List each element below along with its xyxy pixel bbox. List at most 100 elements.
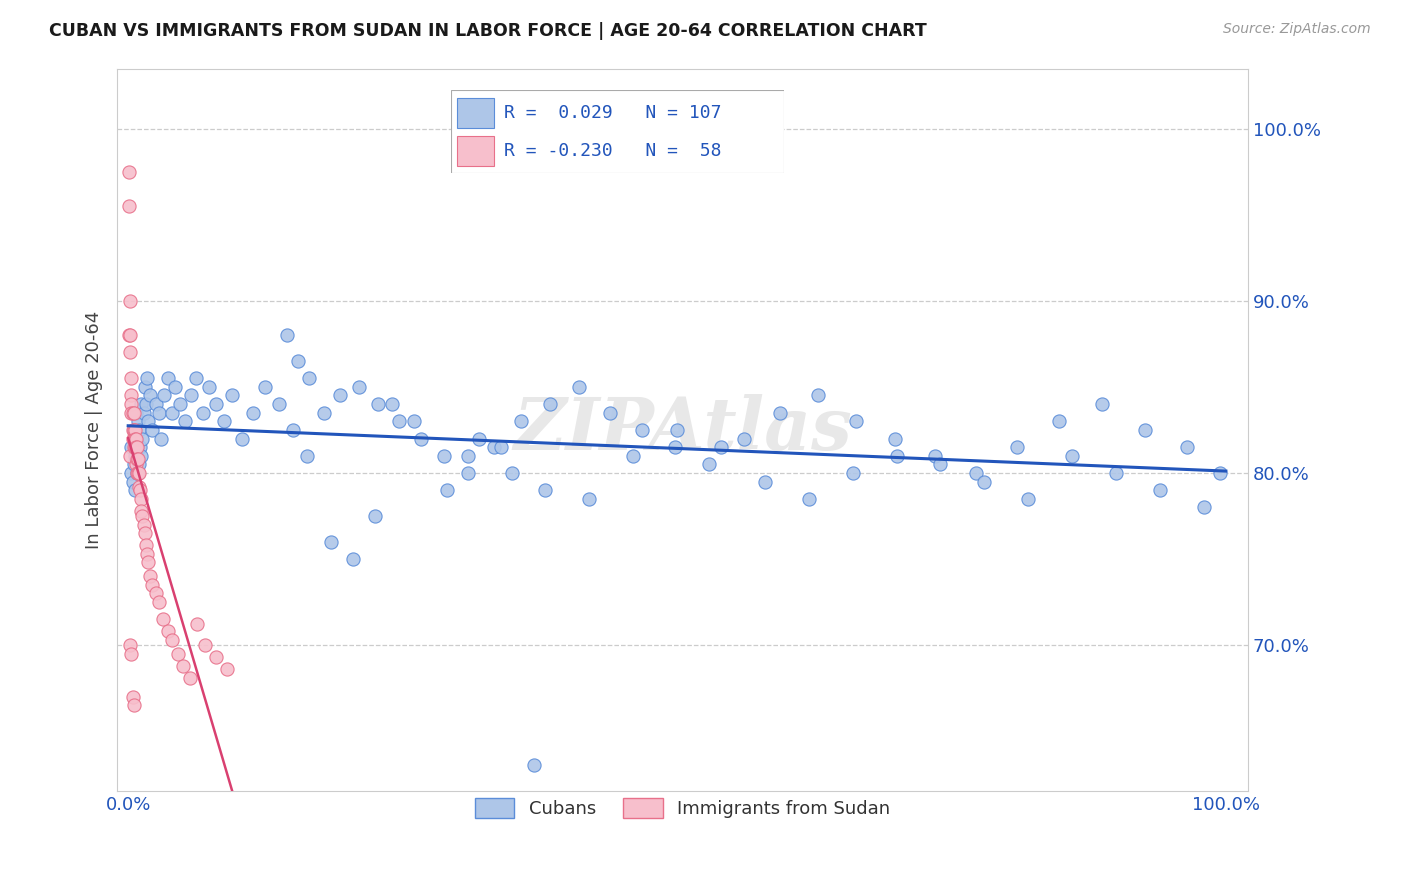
Point <box>367 397 389 411</box>
Point <box>169 397 191 411</box>
Point <box>125 458 148 472</box>
Point <box>120 638 142 652</box>
Point <box>468 432 491 446</box>
Point <box>841 466 863 480</box>
Point <box>128 466 150 480</box>
Point <box>769 406 792 420</box>
Point <box>122 423 145 437</box>
Point <box>381 397 404 411</box>
Point <box>131 491 153 506</box>
Point <box>127 452 149 467</box>
Point <box>125 432 148 446</box>
Point <box>120 406 142 420</box>
Point <box>621 449 644 463</box>
Point <box>156 371 179 385</box>
Point <box>125 466 148 480</box>
Point <box>132 517 155 532</box>
Point <box>124 449 146 463</box>
Text: CUBAN VS IMMIGRANTS FROM SUDAN IN LABOR FORCE | AGE 20-64 CORRELATION CHART: CUBAN VS IMMIGRANTS FROM SUDAN IN LABOR … <box>49 22 927 40</box>
Point <box>148 406 170 420</box>
Point <box>125 432 148 446</box>
Point <box>128 423 150 437</box>
Point <box>364 508 387 523</box>
Point <box>124 423 146 437</box>
Point <box>131 504 153 518</box>
Point <box>120 449 142 463</box>
Point <box>122 423 145 437</box>
Point <box>136 556 159 570</box>
Point <box>120 293 142 308</box>
Point <box>242 406 264 420</box>
Point <box>1007 440 1029 454</box>
Point <box>160 632 183 647</box>
Point <box>124 440 146 454</box>
Point <box>191 406 214 420</box>
Point <box>433 449 456 463</box>
Point <box>666 423 689 437</box>
Point <box>281 423 304 437</box>
Point <box>578 491 600 506</box>
Point <box>457 449 479 463</box>
Point <box>139 388 162 402</box>
Point <box>631 423 654 437</box>
Point <box>347 380 370 394</box>
Point <box>329 388 352 402</box>
Point <box>1105 466 1128 480</box>
Point <box>129 483 152 497</box>
Point <box>131 397 153 411</box>
Point <box>212 414 235 428</box>
Point <box>135 397 157 411</box>
Point <box>125 452 148 467</box>
Point <box>124 483 146 497</box>
Point <box>134 380 156 394</box>
Point <box>131 508 153 523</box>
Point <box>1047 414 1070 428</box>
Point <box>754 475 776 489</box>
Point <box>886 449 908 463</box>
Point <box>131 449 153 463</box>
Point <box>491 440 513 454</box>
Point <box>267 397 290 411</box>
Point <box>929 458 952 472</box>
Point <box>1177 440 1199 454</box>
Point <box>121 432 143 446</box>
Point <box>457 466 479 480</box>
Point <box>150 432 173 446</box>
Point <box>128 458 150 472</box>
Point <box>118 199 141 213</box>
Point <box>482 440 505 454</box>
Point <box>122 440 145 454</box>
Point <box>194 638 217 652</box>
Point <box>122 406 145 420</box>
Point <box>973 475 995 489</box>
Point <box>165 380 187 394</box>
Point <box>139 569 162 583</box>
Point <box>136 414 159 428</box>
Point <box>599 406 621 420</box>
Point <box>121 475 143 489</box>
Point <box>125 466 148 480</box>
Point <box>120 371 142 385</box>
Point <box>342 552 364 566</box>
Point <box>122 458 145 472</box>
Point <box>135 547 157 561</box>
Point <box>131 432 153 446</box>
Point <box>287 354 309 368</box>
Point <box>1091 397 1114 411</box>
Point <box>198 380 221 394</box>
Point <box>148 595 170 609</box>
Point <box>122 698 145 713</box>
Point <box>312 406 335 420</box>
Point <box>141 578 163 592</box>
Point <box>1133 423 1156 437</box>
Point <box>120 647 142 661</box>
Point <box>125 406 148 420</box>
Point <box>664 440 686 454</box>
Point <box>797 491 820 506</box>
Point <box>221 388 243 402</box>
Point <box>710 440 733 454</box>
Point <box>141 423 163 437</box>
Point <box>174 414 197 428</box>
Point <box>538 397 561 411</box>
Point <box>172 658 194 673</box>
